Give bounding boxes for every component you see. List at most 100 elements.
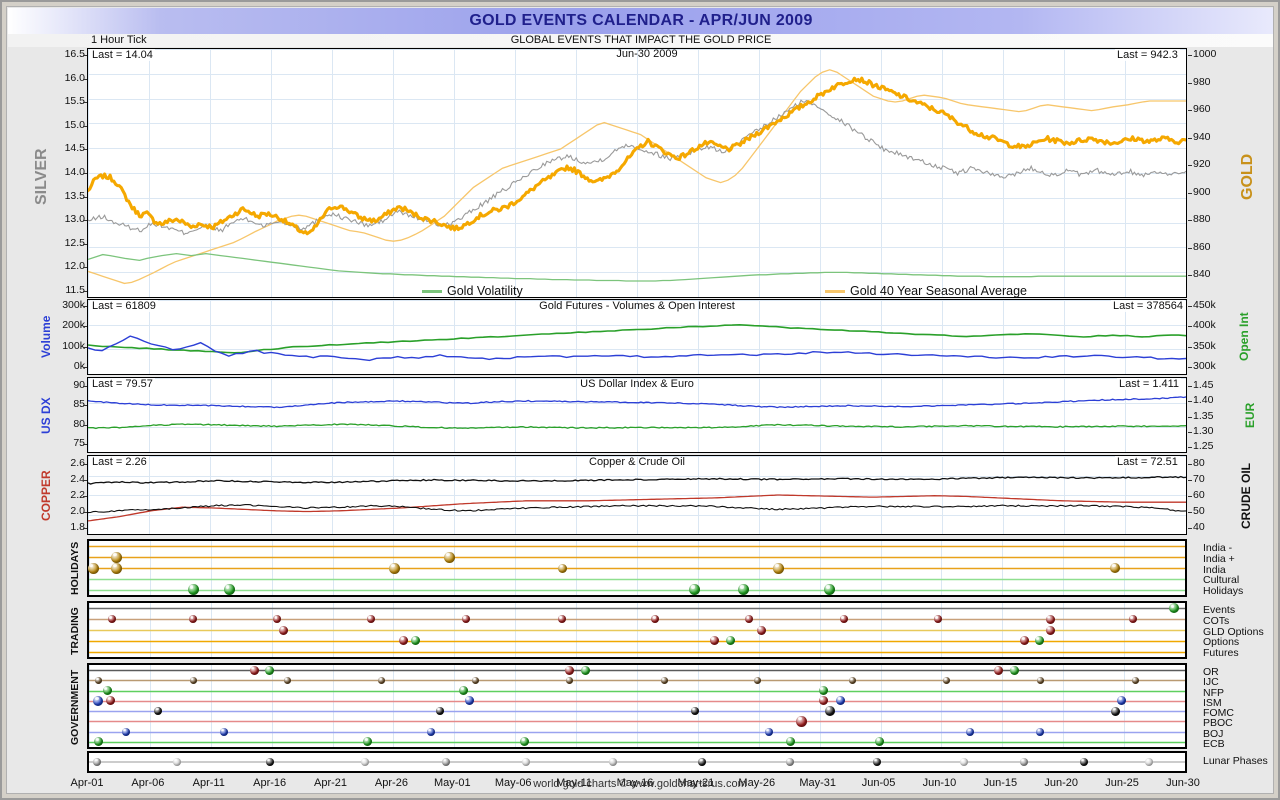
usdx-eur-panel[interactable]: [87, 377, 1187, 453]
event-marker[interactable]: [399, 636, 409, 646]
event-marker[interactable]: [818, 696, 828, 706]
event-marker[interactable]: [875, 737, 885, 747]
event-marker[interactable]: [1045, 614, 1055, 624]
event-marker[interactable]: [459, 686, 469, 696]
event-marker[interactable]: [824, 706, 835, 717]
event-marker[interactable]: [773, 562, 785, 574]
lunar-phase-marker[interactable]: [521, 758, 530, 766]
event-marker[interactable]: [840, 615, 848, 624]
event-marker[interactable]: [786, 737, 796, 747]
event-marker[interactable]: [265, 665, 275, 675]
holidays-markers[interactable]: [87, 541, 1185, 596]
event-marker[interactable]: [520, 737, 530, 747]
trading-markers[interactable]: [89, 603, 1185, 657]
event-marker[interactable]: [1169, 603, 1180, 614]
event-marker[interactable]: [756, 625, 766, 635]
event-marker[interactable]: [690, 707, 699, 716]
event-marker[interactable]: [223, 584, 235, 596]
event-marker[interactable]: [849, 676, 857, 684]
event-marker[interactable]: [189, 676, 197, 684]
event-marker[interactable]: [411, 636, 421, 646]
event-marker[interactable]: [366, 615, 375, 624]
holidays-panel[interactable]: [87, 539, 1187, 597]
lunar-phase-marker[interactable]: [698, 758, 707, 766]
lunar-phase-marker[interactable]: [609, 758, 618, 766]
lunar-phase-marker[interactable]: [93, 758, 102, 766]
event-marker[interactable]: [111, 551, 123, 563]
event-marker[interactable]: [557, 615, 566, 624]
event-marker[interactable]: [443, 551, 455, 563]
lunar-phase-marker[interactable]: [360, 758, 369, 766]
event-marker[interactable]: [1045, 625, 1055, 635]
event-marker[interactable]: [818, 686, 828, 696]
lunar-markers[interactable]: [89, 753, 1185, 771]
event-marker[interactable]: [464, 696, 474, 706]
legend-gold-volatility[interactable]: Gold Volatility: [422, 284, 523, 298]
event-marker[interactable]: [966, 727, 975, 736]
event-marker[interactable]: [836, 696, 846, 706]
lunar-panel[interactable]: [87, 751, 1187, 773]
event-marker[interactable]: [558, 563, 568, 573]
event-marker[interactable]: [363, 737, 373, 747]
event-marker[interactable]: [1117, 696, 1127, 706]
event-marker[interactable]: [121, 727, 130, 736]
event-marker[interactable]: [435, 707, 444, 716]
event-marker[interactable]: [994, 665, 1004, 675]
lunar-phase-marker[interactable]: [442, 758, 451, 766]
event-marker[interactable]: [689, 584, 701, 596]
event-marker[interactable]: [93, 737, 103, 747]
event-marker[interactable]: [1034, 636, 1044, 646]
event-marker[interactable]: [942, 676, 950, 684]
trading-panel[interactable]: [87, 601, 1187, 659]
event-marker[interactable]: [189, 615, 198, 624]
event-marker[interactable]: [111, 562, 123, 574]
event-marker[interactable]: [1036, 727, 1045, 736]
lunar-phase-marker[interactable]: [872, 758, 881, 766]
main-price-panel[interactable]: [87, 48, 1187, 298]
event-marker[interactable]: [187, 584, 199, 596]
event-marker[interactable]: [933, 615, 942, 624]
event-marker[interactable]: [796, 715, 807, 727]
volume-openinterest-panel[interactable]: [87, 299, 1187, 375]
event-marker[interactable]: [1131, 676, 1139, 684]
event-marker[interactable]: [93, 695, 104, 706]
event-marker[interactable]: [102, 686, 112, 696]
event-marker[interactable]: [1110, 706, 1120, 716]
lunar-phase-marker[interactable]: [785, 758, 794, 766]
event-marker[interactable]: [745, 615, 754, 624]
event-marker[interactable]: [1036, 676, 1044, 684]
event-marker[interactable]: [824, 584, 836, 596]
event-marker[interactable]: [1110, 563, 1121, 573]
event-marker[interactable]: [279, 625, 289, 635]
lunar-phase-marker[interactable]: [1019, 758, 1028, 766]
event-marker[interactable]: [472, 676, 480, 684]
event-marker[interactable]: [1009, 665, 1019, 675]
lunar-phase-marker[interactable]: [960, 758, 968, 766]
event-marker[interactable]: [107, 615, 116, 624]
event-marker[interactable]: [378, 676, 386, 684]
copper-crude-panel[interactable]: [87, 455, 1187, 535]
event-marker[interactable]: [581, 665, 591, 675]
government-panel[interactable]: [87, 663, 1187, 749]
event-marker[interactable]: [389, 562, 401, 574]
government-markers[interactable]: [89, 665, 1185, 747]
lunar-phase-marker[interactable]: [173, 758, 182, 766]
event-marker[interactable]: [283, 676, 291, 684]
event-marker[interactable]: [426, 727, 435, 736]
event-marker[interactable]: [87, 562, 99, 574]
event-marker[interactable]: [709, 636, 719, 646]
event-marker[interactable]: [461, 615, 470, 624]
lunar-phase-marker[interactable]: [1079, 758, 1088, 766]
event-marker[interactable]: [764, 727, 773, 736]
event-marker[interactable]: [565, 676, 573, 684]
event-marker[interactable]: [726, 636, 736, 646]
event-marker[interactable]: [219, 727, 228, 736]
lunar-phase-marker[interactable]: [265, 758, 274, 766]
event-marker[interactable]: [154, 707, 163, 716]
event-marker[interactable]: [564, 665, 574, 675]
event-marker[interactable]: [754, 676, 762, 684]
event-marker[interactable]: [273, 615, 282, 624]
legend-gold-seasonal[interactable]: Gold 40 Year Seasonal Average: [825, 284, 1027, 298]
lunar-phase-marker[interactable]: [1145, 758, 1154, 766]
event-marker[interactable]: [660, 676, 668, 684]
